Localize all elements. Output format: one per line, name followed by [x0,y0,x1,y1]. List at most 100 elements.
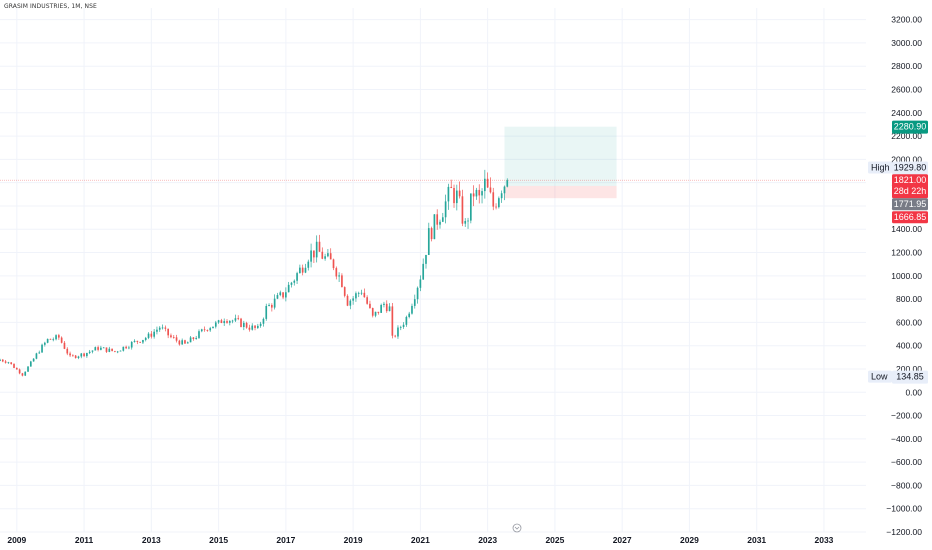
candle [383,301,385,308]
candle [307,259,310,271]
candle [66,347,69,356]
candle [7,361,10,364]
candle [245,321,248,329]
candle [116,350,119,354]
candle [77,355,80,360]
candle [223,318,226,326]
candle [506,178,509,188]
candle [346,294,349,307]
price-scale[interactable]: 3200.00 3000.00 2800.00 2600.00 2400.00 2200.… [886,15,922,537]
candle [58,333,60,340]
time-tick-label: 2019 [344,535,363,545]
candle [144,336,147,342]
loss-zone[interactable] [504,185,617,199]
candle [290,281,293,288]
candle [425,254,427,269]
profit-zone[interactable] [504,126,617,186]
candle [186,341,189,344]
svg-text:Low: Low [871,372,888,382]
candle [439,219,441,229]
candle [130,341,133,350]
candle [327,249,329,258]
candle [63,340,66,350]
candle [467,217,469,229]
time-tick-label: 2029 [680,535,699,545]
candle [212,326,214,329]
candle [413,294,416,309]
time-tick-label: 2011 [75,535,94,545]
candle [167,328,169,339]
candle [301,264,304,276]
candle [13,363,15,369]
time-tick-label: 2021 [411,535,430,545]
candle [427,222,430,256]
candle [234,314,237,322]
candle [405,315,408,327]
candle [41,343,43,353]
candle [214,320,217,329]
candle [262,317,265,327]
candle [100,345,102,351]
price-tick-label: 2400.00 [891,108,922,118]
candle [46,338,49,344]
candle [240,317,242,328]
price-tick-label: −400.00 [891,434,922,444]
candle [83,352,85,358]
candle [313,250,315,264]
candle [492,187,495,211]
candle [217,319,220,324]
candle [256,323,259,330]
svg-text:2280.90: 2280.90 [894,122,927,132]
candle [436,209,439,230]
candle [80,352,83,359]
candle [385,300,388,313]
candle [453,184,455,208]
time-tick-label: 2027 [613,535,632,545]
goto-realtime-icon[interactable] [512,523,522,533]
time-scale[interactable]: 2009 2011 2013 2015 2017 2019 2021 2023 2025 2027… [7,535,833,545]
price-tick-label: 800.00 [896,294,922,304]
candle [416,286,419,304]
candle [472,185,475,207]
candle [481,188,483,204]
candle [271,303,273,312]
time-tick-label: 2025 [545,535,564,545]
candle [153,328,155,339]
candle [242,320,245,331]
candle [44,341,46,347]
candle [374,311,377,318]
candle [192,336,195,341]
candle [170,333,172,339]
candle [259,321,262,328]
candle [399,325,402,331]
time-tick-label: 2023 [478,535,497,545]
candle [318,234,321,252]
candle [458,181,461,199]
candle [251,323,254,331]
time-tick-label: 2031 [747,535,766,545]
price-tick-label: 1200.00 [891,248,922,258]
stop-price-badge: 1666.85 [892,211,928,224]
candle [206,329,209,332]
candle [475,187,478,200]
candle [360,289,363,296]
candle [268,303,270,307]
grid [0,8,866,533]
candle [388,303,391,312]
candle [419,275,422,292]
long-position-tool[interactable] [504,126,617,199]
candle [285,287,287,302]
price-tick-label: 2800.00 [891,61,922,71]
candle [455,184,458,211]
candle [4,360,7,364]
price-tick-label: 600.00 [896,317,922,327]
price-tick-label: 1400.00 [891,224,922,234]
candle [10,362,13,365]
price-tick-label: −1000.00 [886,504,922,514]
time-tick-label: 2017 [276,535,295,545]
candle [35,352,38,360]
price-tick-label: 200.00 [896,364,922,374]
candle [469,193,472,224]
